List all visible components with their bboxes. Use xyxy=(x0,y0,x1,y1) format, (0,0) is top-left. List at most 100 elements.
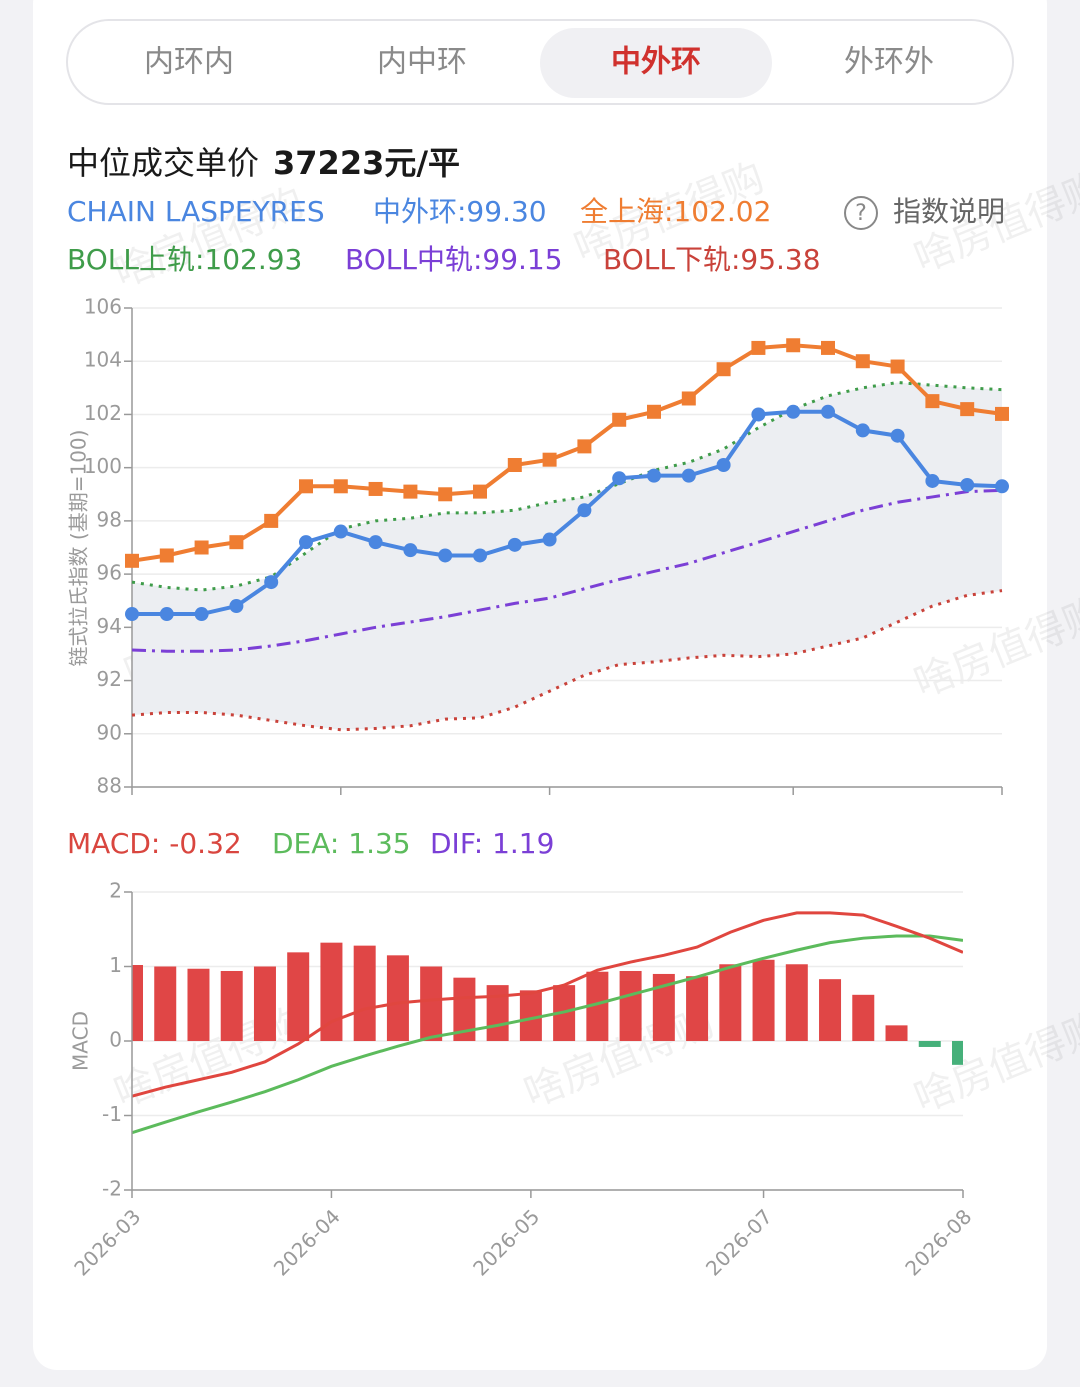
y-tick-label: 0 xyxy=(109,1028,122,1052)
marker xyxy=(960,402,975,417)
marker xyxy=(229,535,244,550)
line xyxy=(131,589,1003,732)
marker xyxy=(855,354,870,369)
bar xyxy=(885,1025,908,1041)
y-tick-label: 90 xyxy=(97,720,122,744)
marker xyxy=(786,338,801,353)
marker xyxy=(542,532,557,547)
marker xyxy=(194,607,209,622)
tab-bar xyxy=(66,19,1014,105)
marker xyxy=(194,540,209,555)
bar xyxy=(519,990,542,1041)
y-tick-label: 92 xyxy=(97,667,122,691)
marker xyxy=(577,439,592,454)
marker xyxy=(299,535,313,550)
line xyxy=(131,488,1003,653)
y-tick-label: 96 xyxy=(97,561,122,585)
marker xyxy=(960,477,975,492)
bar xyxy=(386,955,409,1041)
y-tick-label: -1 xyxy=(102,1102,122,1126)
bar xyxy=(253,966,276,1041)
marker xyxy=(612,412,627,427)
line xyxy=(131,381,1003,592)
marker xyxy=(333,479,348,494)
marker xyxy=(647,404,661,419)
bar xyxy=(132,965,143,1041)
marker xyxy=(821,340,835,355)
marker xyxy=(681,391,696,406)
tab[interactable]: 外环外 xyxy=(844,45,934,80)
marker xyxy=(507,458,522,473)
boll-band xyxy=(132,382,1002,730)
index-name: CHAIN LASPEYRES xyxy=(67,195,325,228)
legend-entry: MACD: -0.32 xyxy=(67,827,242,860)
bar xyxy=(353,945,376,1041)
marker xyxy=(368,481,383,496)
marker xyxy=(925,394,940,409)
y-tick-label: 100 xyxy=(84,454,122,478)
bar xyxy=(952,1041,963,1065)
marker xyxy=(438,487,453,502)
marker xyxy=(159,607,174,622)
marker xyxy=(333,524,348,539)
bar xyxy=(852,994,875,1041)
bar xyxy=(420,966,443,1041)
marker xyxy=(264,513,279,528)
bar xyxy=(686,976,709,1041)
marker xyxy=(507,537,522,552)
bar xyxy=(187,968,210,1041)
help-icon-glyph[interactable]: ? xyxy=(855,201,867,226)
y-axis-label: 链式拉氏指数 (基期=100) xyxy=(67,430,91,667)
y-tick-label: 94 xyxy=(97,614,122,638)
tab-active-bg xyxy=(540,28,772,98)
bar xyxy=(652,973,675,1041)
legend-entry: 全上海:102.02 xyxy=(580,195,771,228)
y-tick-label: 1 xyxy=(109,953,122,977)
marker xyxy=(403,543,418,558)
bar xyxy=(752,959,775,1041)
tab[interactable]: 内中环 xyxy=(377,45,467,80)
tab[interactable]: 内环内 xyxy=(144,45,234,80)
bar xyxy=(154,966,177,1041)
y-tick-label: -2 xyxy=(102,1177,122,1201)
line xyxy=(132,911,963,1098)
line xyxy=(132,934,963,1135)
y-tick-label: 106 xyxy=(84,295,122,319)
marker xyxy=(716,458,731,473)
legend-entry: 中外环:99.30 xyxy=(373,195,547,228)
legend-entry: BOLL中轨:99.15 xyxy=(345,243,563,276)
marker xyxy=(681,468,696,483)
bar xyxy=(453,977,476,1041)
marker xyxy=(299,479,313,494)
marker xyxy=(264,575,279,590)
bar xyxy=(320,942,343,1041)
marker xyxy=(577,503,592,518)
marker xyxy=(751,407,766,422)
tab[interactable]: 中外环 xyxy=(611,45,701,80)
title: 中位成交单价 37223元/平 xyxy=(67,144,460,182)
marker xyxy=(995,479,1009,494)
plot-area xyxy=(132,911,963,1135)
y-tick-label: 104 xyxy=(84,348,122,372)
bar xyxy=(220,970,243,1041)
marker xyxy=(473,548,487,563)
bar xyxy=(619,970,642,1041)
marker xyxy=(890,428,905,443)
legend-entry: DEA: 1.35 xyxy=(272,827,411,860)
marker xyxy=(542,452,557,467)
y-tick-label: 102 xyxy=(84,401,122,425)
marker xyxy=(438,548,453,563)
marker xyxy=(821,404,835,419)
y-tick-label: 2 xyxy=(109,879,122,903)
marker xyxy=(229,599,244,614)
y-axis-label: MACD xyxy=(69,1011,93,1071)
help-icon[interactable] xyxy=(844,196,878,230)
title-value: 37223元/平 xyxy=(273,144,460,182)
marker xyxy=(473,484,487,499)
help-link[interactable]: 指数说明 xyxy=(893,195,1005,228)
title-text: 中位成交单价 xyxy=(67,144,259,182)
legend-entry: BOLL上轨:102.93 xyxy=(67,243,302,276)
marker xyxy=(716,362,731,377)
marker xyxy=(403,484,418,499)
